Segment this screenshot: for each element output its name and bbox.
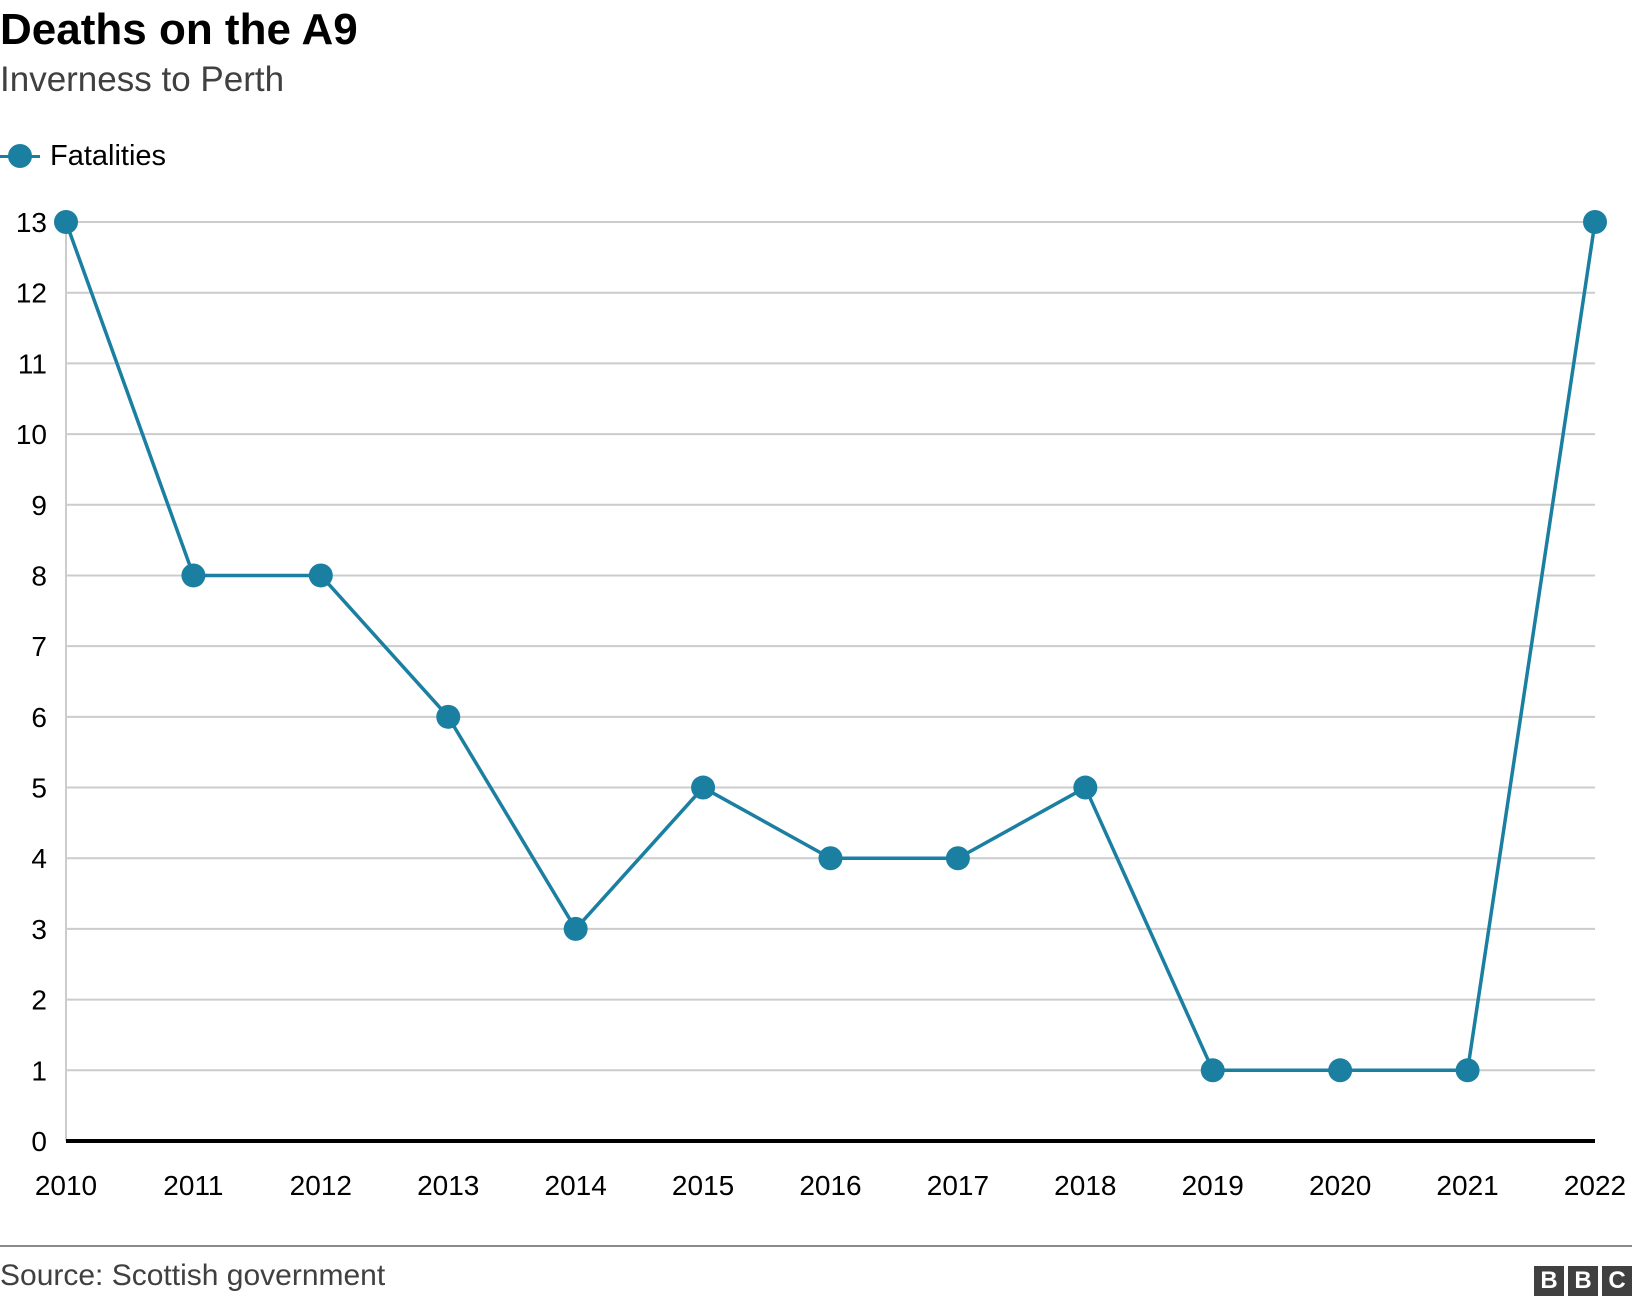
data-point: [1583, 210, 1607, 234]
x-tick-label: 2014: [545, 1170, 607, 1201]
x-tick-label: 2016: [799, 1170, 861, 1201]
y-tick-label: 6: [31, 702, 47, 733]
y-tick-label: 1: [31, 1055, 47, 1086]
data-point: [1455, 1058, 1480, 1083]
y-tick-label: 9: [31, 490, 47, 521]
legend-marker-icon: [0, 136, 40, 176]
x-tick-label: 2017: [927, 1170, 989, 1201]
x-tick-label: 2022: [1564, 1170, 1626, 1201]
data-point: [1328, 1058, 1353, 1083]
bbc-logo-letter: B: [1534, 1266, 1564, 1296]
data-point: [563, 916, 588, 941]
y-tick-label: 7: [31, 631, 47, 662]
footer-divider: [0, 1245, 1632, 1247]
chart-subtitle: Inverness to Perth: [0, 60, 285, 99]
y-tick-label: 3: [31, 914, 47, 945]
y-tick-label: 10: [16, 419, 47, 450]
x-tick-label: 2010: [35, 1170, 97, 1201]
data-point: [945, 846, 970, 871]
legend: Fatalities: [0, 136, 166, 176]
bbc-logo: B B C: [1534, 1266, 1632, 1296]
data-point: [1200, 1058, 1225, 1083]
bbc-logo-letter: C: [1602, 1266, 1632, 1296]
y-tick-label: 4: [31, 843, 47, 874]
data-point: [54, 210, 78, 234]
data-point: [818, 846, 843, 871]
x-tick-label: 2011: [163, 1170, 223, 1201]
data-point: [181, 563, 206, 588]
y-tick-label: 8: [31, 560, 47, 591]
y-tick-label: 0: [31, 1126, 47, 1157]
data-point: [1073, 775, 1098, 800]
x-tick-label: 2021: [1436, 1170, 1498, 1201]
y-tick-label: 2: [31, 985, 47, 1016]
source-note: Source: Scottish government: [0, 1259, 386, 1292]
y-tick-label: 5: [31, 773, 47, 804]
data-point: [436, 704, 461, 729]
x-tick-label: 2012: [290, 1170, 352, 1201]
x-tick-label: 2020: [1309, 1170, 1371, 1201]
x-tick-label: 2018: [1054, 1170, 1116, 1201]
x-tick-label: 2013: [417, 1170, 479, 1201]
y-tick-label: 12: [16, 278, 47, 309]
data-point: [691, 775, 716, 800]
x-tick-label: 2019: [1182, 1170, 1244, 1201]
bbc-logo-letter: B: [1568, 1266, 1598, 1296]
y-tick-label: 13: [16, 207, 47, 238]
data-point: [308, 563, 333, 588]
legend-label: Fatalities: [50, 140, 167, 172]
chart-title: Deaths on the A9: [0, 5, 358, 54]
x-tick-label: 2015: [672, 1170, 734, 1201]
y-tick-label: 11: [18, 348, 47, 379]
